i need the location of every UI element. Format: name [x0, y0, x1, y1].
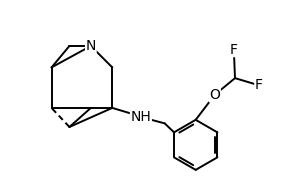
Text: F: F: [230, 43, 238, 56]
Text: F: F: [255, 78, 263, 92]
Text: NH: NH: [131, 110, 151, 124]
Text: N: N: [86, 39, 96, 53]
Text: O: O: [209, 88, 220, 102]
